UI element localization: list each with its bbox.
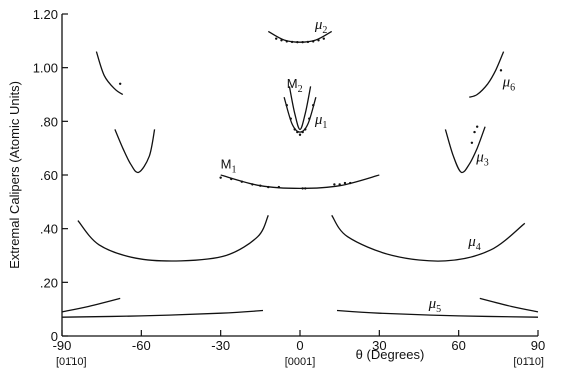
data-point (301, 187, 304, 190)
data-point (470, 141, 474, 144)
data-point (277, 185, 281, 189)
data-point (304, 187, 307, 190)
curve-mu4 (331, 214, 526, 262)
data-point (301, 40, 304, 44)
data-point (499, 69, 503, 72)
data-point (293, 128, 296, 131)
y-tick-label: 1.00 (33, 61, 58, 76)
y-axis-label: Extremal Calipers (Atomic Units) (7, 81, 22, 269)
curve-label: μ3 (475, 150, 489, 169)
data-point (349, 181, 352, 185)
curve-label: μ1 (314, 112, 328, 131)
curve (114, 129, 156, 174)
y-tick-label: .80 (40, 114, 58, 129)
data-point (306, 40, 310, 44)
curves (61, 30, 539, 318)
curve-mu1 (288, 86, 312, 131)
data-point (259, 184, 262, 187)
x-tick-label: -60 (132, 338, 151, 353)
curve-mu5 (336, 309, 539, 318)
data-point (275, 37, 278, 40)
curve-m1 (220, 174, 380, 190)
data-point (333, 183, 336, 186)
ticks: 0 .20 .40 .60 .80 1.00 1.20 -90 -60 -30 0 30 60 90 [01… (33, 7, 546, 368)
y-tick-label: .20 (40, 275, 58, 290)
data-point (296, 40, 299, 44)
data-point (317, 39, 320, 42)
curve (95, 51, 124, 96)
curve (61, 309, 264, 318)
x-direction-label: [01̄10] (56, 356, 87, 368)
curve-label: M2 (287, 76, 303, 95)
y-tick-label: .60 (40, 168, 58, 183)
data-point (473, 130, 476, 134)
data-point (280, 39, 283, 42)
curve-label: μ5 (428, 296, 442, 315)
x-tick-label: 60 (451, 338, 465, 353)
data-point (308, 117, 311, 120)
curve-mu2 (267, 30, 333, 43)
data-point (322, 37, 325, 40)
data-point (285, 40, 288, 43)
data-point (285, 104, 288, 107)
curve (61, 297, 121, 313)
x-direction-label: [0001] (285, 356, 316, 368)
x-axis-label: θ (Degrees) (356, 347, 425, 362)
y-tick-label: .40 (40, 222, 58, 237)
data-point (312, 104, 315, 107)
data-point (240, 180, 244, 183)
data-point (298, 133, 302, 136)
data-point (312, 40, 315, 43)
curve-label: M1 (221, 156, 237, 175)
curve-label: μ2 (314, 17, 328, 36)
curve-labels: μ2 M2 μ1 M1 μ6 μ3 μ4 μ5 (221, 17, 515, 315)
data-point (475, 125, 479, 128)
x-tick-label: 90 (531, 338, 545, 353)
data-point (230, 177, 233, 181)
x-tick-label: -30 (211, 338, 230, 353)
plot-frame (61, 14, 538, 337)
y-tick-label: 0 (51, 329, 58, 344)
data-point (343, 181, 347, 185)
curve (479, 297, 539, 313)
data-point (338, 183, 341, 186)
data-point (219, 176, 222, 179)
data-point (289, 117, 292, 120)
data-points (118, 37, 503, 190)
data-point (267, 185, 270, 189)
data-point (296, 130, 299, 134)
x-tick-label: 30 (372, 338, 386, 353)
x-direction-label: [01̄10] (513, 356, 544, 368)
data-point (118, 82, 122, 85)
curve-m2 (283, 97, 317, 133)
curve-label: μ4 (467, 234, 481, 253)
curve-mu3 (444, 126, 486, 174)
data-point (290, 40, 294, 44)
curve-label: μ6 (502, 74, 516, 93)
curve-mu6 (468, 51, 505, 98)
curve (77, 215, 269, 262)
data-point (251, 183, 254, 186)
x-tick-label: -90 (53, 338, 72, 353)
data-point (304, 128, 307, 131)
y-tick-label: 1.20 (33, 7, 58, 22)
data-point (301, 130, 304, 134)
x-tick-label: 0 (296, 338, 303, 353)
